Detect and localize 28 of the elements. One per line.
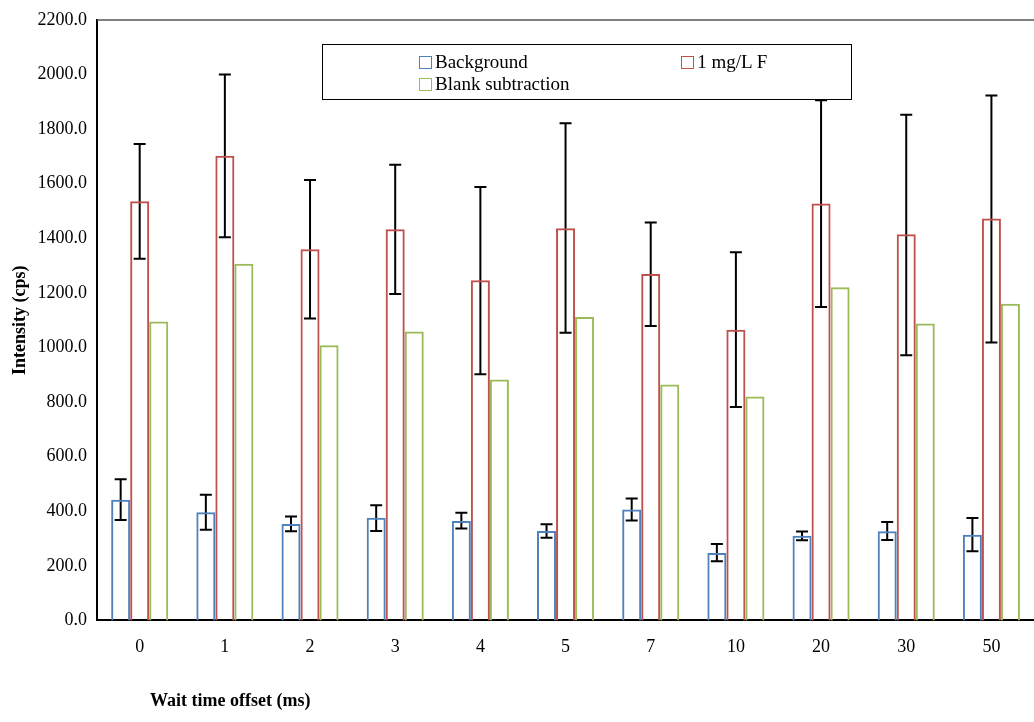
y-tick-label: 1800.0 (37, 117, 88, 138)
x-tick-label: 1 (220, 635, 230, 656)
y-tick-label: 600.0 (46, 445, 88, 466)
x-axis-title: Wait time offset (ms) (150, 690, 311, 711)
legend-label: Background (435, 51, 528, 73)
x-tick-label: 0 (135, 635, 145, 656)
x-tick-label: 4 (475, 635, 485, 656)
x-tick-label: 10 (726, 635, 745, 656)
y-tick-label: 2200.0 (37, 8, 88, 29)
x-tick-label: 2 (305, 635, 315, 656)
legend-label: 1 mg/L F (697, 51, 768, 73)
x-tick-label: 30 (897, 635, 916, 656)
y-tick-label: 2000.0 (37, 63, 88, 84)
y-tick-label: 1400.0 (37, 227, 88, 248)
x-tick-label: 20 (812, 635, 831, 656)
x-tick-label: 7 (646, 635, 656, 656)
y-axis-title: Intensity (cps) (9, 265, 31, 375)
y-tick-label: 1000.0 (37, 336, 88, 357)
y-tick-label: 1600.0 (37, 172, 88, 193)
y-tick-label: 0.0 (64, 609, 88, 630)
x-tick-label: 3 (390, 635, 400, 656)
x-tick-label: 50 (982, 635, 1001, 656)
y-tick-label: 1200.0 (37, 281, 88, 302)
y-tick-label: 200.0 (46, 554, 88, 575)
y-tick-label: 400.0 (46, 499, 88, 520)
y-tick-label: 800.0 (46, 390, 88, 411)
legend-label: Blank subtraction (435, 73, 570, 95)
x-tick-label: 5 (561, 635, 571, 656)
